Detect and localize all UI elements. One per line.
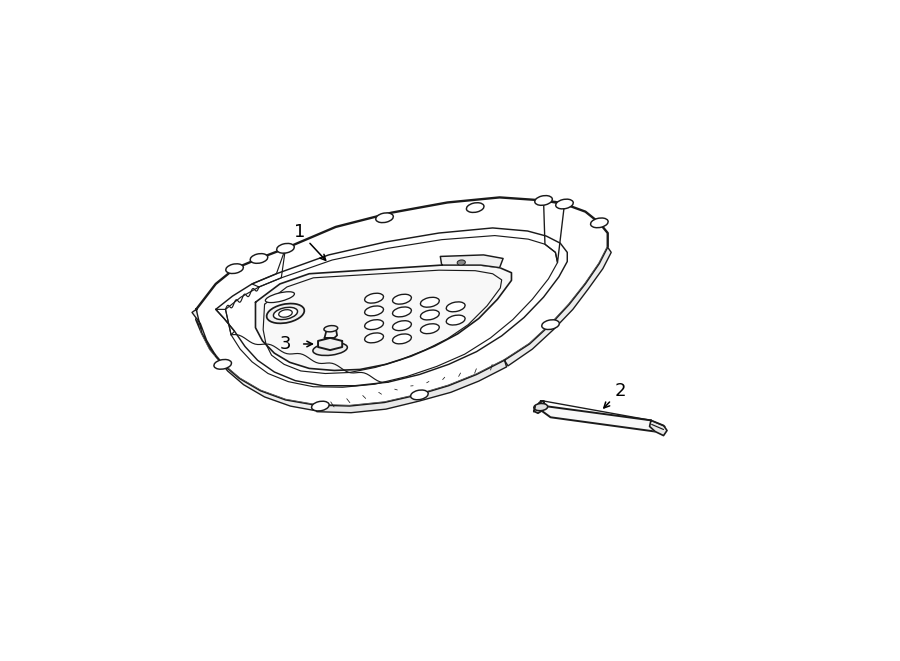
Polygon shape: [650, 420, 667, 436]
Ellipse shape: [214, 360, 231, 369]
Ellipse shape: [542, 320, 559, 329]
Ellipse shape: [392, 307, 411, 317]
Ellipse shape: [364, 333, 383, 343]
Ellipse shape: [311, 401, 329, 411]
Ellipse shape: [250, 254, 268, 263]
Ellipse shape: [534, 403, 548, 410]
Ellipse shape: [590, 218, 608, 227]
Ellipse shape: [446, 315, 465, 325]
Text: 3: 3: [280, 335, 292, 353]
Ellipse shape: [466, 203, 484, 212]
Text: 2: 2: [615, 382, 626, 400]
Ellipse shape: [279, 309, 292, 317]
Ellipse shape: [535, 196, 553, 206]
Ellipse shape: [555, 199, 573, 209]
Polygon shape: [318, 338, 342, 350]
Ellipse shape: [392, 294, 411, 304]
Ellipse shape: [392, 321, 411, 330]
Polygon shape: [196, 198, 608, 406]
Polygon shape: [440, 255, 503, 268]
Ellipse shape: [364, 306, 383, 316]
Ellipse shape: [392, 334, 411, 344]
Polygon shape: [325, 327, 338, 338]
Polygon shape: [534, 401, 545, 413]
Ellipse shape: [457, 260, 465, 265]
Ellipse shape: [313, 342, 347, 356]
Ellipse shape: [226, 264, 243, 274]
Text: 1: 1: [293, 223, 305, 241]
Polygon shape: [315, 360, 507, 412]
Ellipse shape: [420, 297, 439, 307]
Ellipse shape: [266, 292, 294, 303]
Ellipse shape: [420, 324, 439, 334]
Polygon shape: [256, 265, 511, 370]
Ellipse shape: [364, 320, 383, 330]
Polygon shape: [505, 247, 611, 366]
Ellipse shape: [324, 326, 338, 332]
Ellipse shape: [446, 302, 465, 312]
Ellipse shape: [364, 293, 383, 303]
Ellipse shape: [266, 303, 304, 323]
Ellipse shape: [274, 307, 298, 319]
Ellipse shape: [420, 310, 439, 320]
Ellipse shape: [410, 390, 428, 400]
Ellipse shape: [375, 213, 393, 223]
Ellipse shape: [276, 243, 294, 253]
Polygon shape: [539, 401, 655, 432]
Polygon shape: [192, 309, 319, 411]
